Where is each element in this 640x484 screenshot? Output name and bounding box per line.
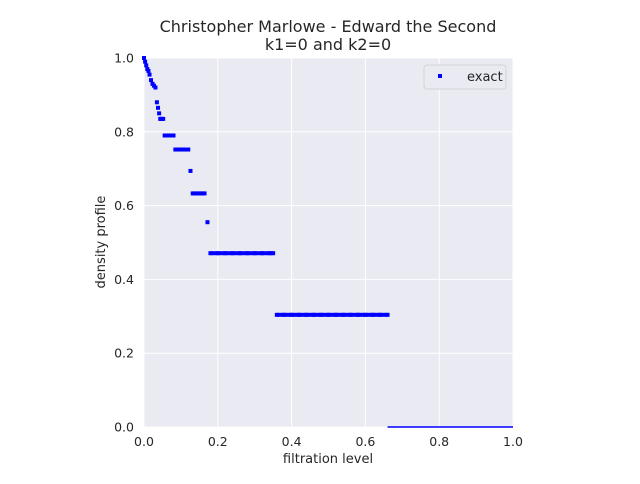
data-point bbox=[363, 312, 368, 317]
data-point bbox=[348, 312, 353, 317]
data-point bbox=[296, 312, 301, 317]
x-tick-label: 1.0 bbox=[503, 434, 523, 449]
data-point bbox=[237, 251, 242, 256]
plot-area bbox=[144, 58, 513, 427]
data-point bbox=[245, 251, 250, 256]
data-point bbox=[378, 312, 383, 317]
data-point bbox=[147, 72, 152, 77]
data-point bbox=[142, 56, 146, 60]
data-point bbox=[202, 191, 207, 196]
x-tick-labels: 0.0 0.2 0.4 0.6 0.8 1.0 bbox=[134, 434, 523, 449]
data-point bbox=[156, 105, 161, 110]
legend: exact bbox=[423, 64, 507, 90]
data-point bbox=[260, 251, 265, 256]
data-point bbox=[153, 85, 158, 90]
data-point bbox=[326, 312, 331, 317]
data-point bbox=[223, 251, 228, 256]
y-tick-label: 0.8 bbox=[114, 124, 134, 139]
data-point bbox=[143, 59, 148, 64]
data-point bbox=[157, 111, 162, 116]
data-point bbox=[319, 312, 324, 317]
chart-subtitle: k1=0 and k2=0 bbox=[265, 35, 391, 54]
data-point bbox=[171, 133, 176, 138]
y-axis-label: density profile bbox=[94, 196, 109, 289]
data-point bbox=[199, 191, 204, 196]
data-point bbox=[252, 251, 257, 256]
x-tick-label: 0.6 bbox=[355, 434, 375, 449]
x-axis-label: filtration level bbox=[283, 452, 373, 467]
data-point bbox=[311, 312, 316, 317]
y-tick-label: 1.0 bbox=[114, 51, 134, 66]
data-point bbox=[205, 220, 210, 225]
data-point bbox=[341, 312, 346, 317]
x-tick-label: 0.8 bbox=[429, 434, 449, 449]
y-tick-label: 0.4 bbox=[114, 272, 134, 287]
data-point bbox=[208, 251, 213, 256]
data-point bbox=[154, 100, 159, 105]
data-point bbox=[370, 312, 375, 317]
data-point bbox=[230, 251, 235, 256]
grid-lines bbox=[143, 57, 514, 428]
data-point bbox=[271, 251, 276, 256]
data-point bbox=[282, 312, 287, 317]
y-tick-label: 0.2 bbox=[114, 346, 134, 361]
x-tick-label: 0.2 bbox=[208, 434, 228, 449]
data-point bbox=[149, 78, 154, 83]
y-tick-label: 0.6 bbox=[114, 198, 134, 213]
x-tick-label: 0.0 bbox=[134, 434, 154, 449]
data-point bbox=[267, 251, 272, 256]
data-point bbox=[196, 191, 201, 196]
chart-title: Christopher Marlowe - Edward the Second bbox=[160, 17, 497, 36]
data-point bbox=[188, 168, 193, 173]
legend-box bbox=[423, 64, 507, 90]
data-point bbox=[356, 312, 361, 317]
data-point bbox=[161, 116, 166, 121]
y-tick-labels: 0.0 0.2 0.4 0.6 0.8 1.0 bbox=[114, 51, 134, 435]
x-tick-label: 0.4 bbox=[282, 434, 302, 449]
data-point bbox=[146, 68, 151, 73]
data-point bbox=[190, 191, 195, 196]
legend-label-exact: exact bbox=[467, 70, 503, 85]
data-point bbox=[193, 191, 198, 196]
data-point bbox=[144, 63, 149, 68]
data-point bbox=[215, 251, 220, 256]
y-tick-label: 0.0 bbox=[114, 420, 134, 435]
data-point bbox=[289, 312, 294, 317]
data-point bbox=[333, 312, 338, 317]
series-exact bbox=[142, 56, 513, 428]
data-point bbox=[304, 312, 309, 317]
legend-marker bbox=[438, 74, 442, 78]
data-point bbox=[385, 312, 390, 317]
data-point bbox=[274, 312, 279, 317]
data-point bbox=[186, 147, 191, 152]
